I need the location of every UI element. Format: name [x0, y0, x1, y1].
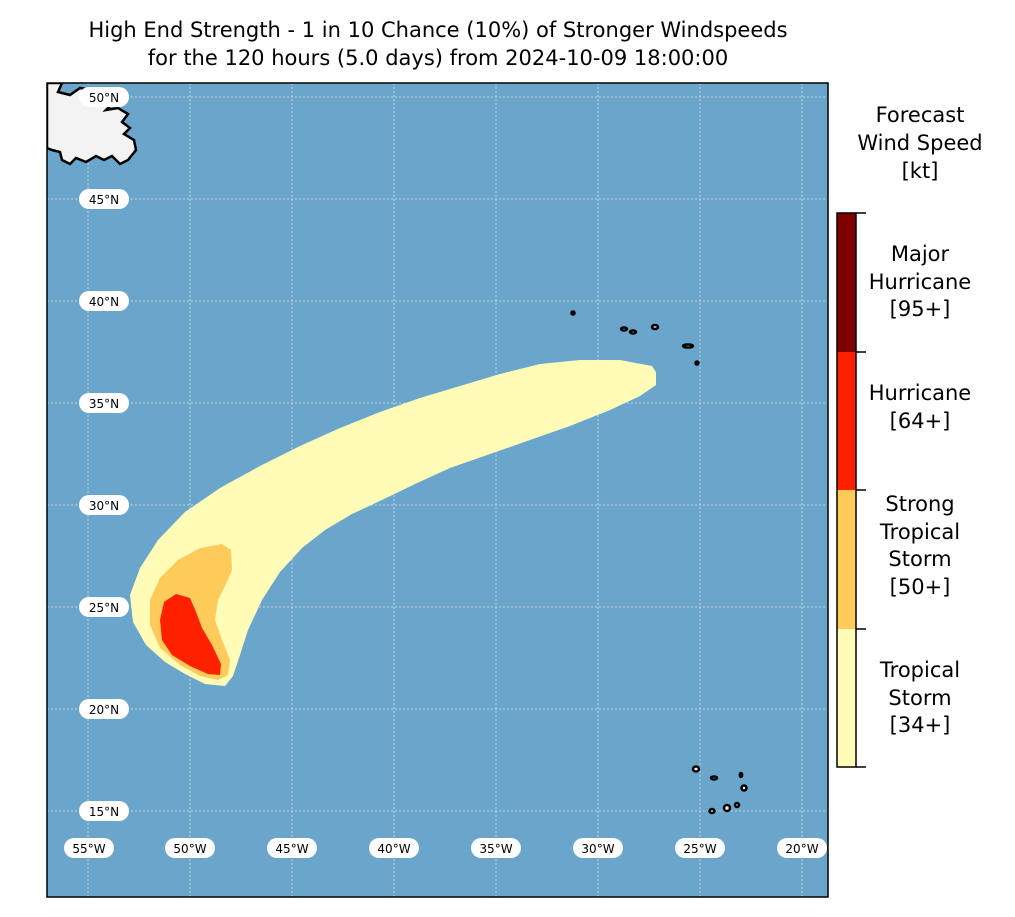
svg-text:55°W: 55°W — [72, 842, 105, 856]
chart-title: High End Strength - 1 in 10 Chance (10%)… — [0, 16, 876, 72]
svg-text:45°W: 45°W — [275, 842, 308, 856]
svg-text:20°N: 20°N — [89, 703, 119, 717]
lat-label: 15°N — [79, 801, 129, 821]
longitude-labels: 55°W 50°W 45°W 40°W 35°W 30°W 25°W 20°W — [64, 838, 827, 858]
lat-label: 25°N — [79, 597, 129, 617]
svg-text:15°N: 15°N — [89, 805, 119, 819]
lat-label: 30°N — [79, 495, 129, 515]
lat-label: 50°N — [79, 87, 129, 107]
lat-label: 40°N — [79, 291, 129, 311]
lon-label: 30°W — [573, 838, 623, 858]
colorbar — [836, 212, 866, 768]
lon-label: 50°W — [165, 838, 215, 858]
svg-text:20°W: 20°W — [785, 842, 818, 856]
svg-text:35°N: 35°N — [89, 397, 119, 411]
colorbar-ticks — [856, 212, 866, 768]
svg-text:50°W: 50°W — [173, 842, 206, 856]
lon-label: 40°W — [369, 838, 419, 858]
colorbar-label-hurricane: Hurricane [64+] — [868, 381, 972, 433]
svg-text:45°N: 45°N — [89, 193, 119, 207]
map-frame — [46, 82, 829, 898]
land-cape-verde — [691, 765, 748, 815]
title-line-2: for the 120 hours (5.0 days) from 2024-1… — [147, 46, 729, 70]
lon-label: 25°W — [675, 838, 725, 858]
colorbar-segment-tropical-storm — [837, 629, 856, 767]
colorbar-segment-hurricane — [837, 352, 856, 490]
swath-tropical-storm — [130, 360, 656, 686]
lat-label: 20°N — [79, 699, 129, 719]
svg-text:40°N: 40°N — [89, 295, 119, 309]
colorbar-label-tropical-storm: Tropical Storm [34+] — [879, 658, 961, 737]
title-line-1: High End Strength - 1 in 10 Chance (10%)… — [88, 18, 788, 42]
svg-text:25°W: 25°W — [683, 842, 716, 856]
svg-text:25°N: 25°N — [89, 601, 119, 615]
colorbar-label-strong-tropical-storm: Strong Tropical Storm [50+] — [879, 492, 961, 599]
svg-text:30°N: 30°N — [89, 499, 119, 513]
lat-label: 35°N — [79, 393, 129, 413]
lat-label: 45°N — [79, 189, 129, 209]
svg-text:40°W: 40°W — [377, 842, 410, 856]
latitude-labels: 50°N 45°N 40°N 35°N 30°N 25°N 20°N 15°N — [79, 87, 129, 821]
lon-label: 45°W — [267, 838, 317, 858]
svg-text:35°W: 35°W — [479, 842, 512, 856]
land-azores — [570, 310, 700, 366]
colorbar-segment-major-hurricane — [837, 213, 856, 352]
colorbar-title: Forecast Wind Speed [kt] — [857, 103, 983, 183]
svg-text:50°N: 50°N — [89, 91, 119, 105]
colorbar-label-major-hurricane: Major Hurricane [95+] — [868, 242, 972, 321]
colorbar-segment-strong-tropical-storm — [837, 490, 856, 629]
lon-label: 35°W — [471, 838, 521, 858]
lon-label: 55°W — [64, 838, 114, 858]
lon-label: 20°W — [777, 838, 827, 858]
svg-text:30°W: 30°W — [581, 842, 614, 856]
swath-hurricane — [160, 594, 221, 675]
ocean-background — [47, 83, 828, 897]
